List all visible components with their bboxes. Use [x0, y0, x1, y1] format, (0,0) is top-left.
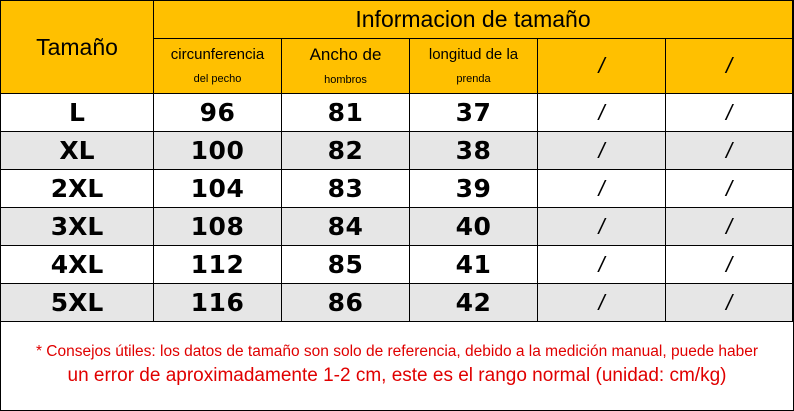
table-row-chest: 116	[154, 284, 282, 322]
table-row-shoulder: 82	[282, 132, 410, 170]
table-row-col4: /	[538, 132, 666, 170]
table-row-chest: 100	[154, 132, 282, 170]
table-row-col4: /	[538, 170, 666, 208]
table-row-chest: 112	[154, 246, 282, 284]
table-row-size: 2XL	[1, 170, 154, 208]
table-row-col5: /	[666, 94, 793, 132]
measurement-note: * Consejos útiles: los datos de tamaño s…	[1, 321, 793, 409]
table-row-col4: /	[538, 94, 666, 132]
header-chest-line1: circunferencia	[170, 46, 265, 63]
header-length-line2: prenda	[456, 73, 491, 85]
table-row-chest: 108	[154, 208, 282, 246]
header-chest-line2: del pecho	[193, 73, 242, 85]
table-row-length: 37	[410, 94, 538, 132]
header-col4: /	[538, 39, 666, 94]
table-row-length: 42	[410, 284, 538, 322]
table-row-shoulder: 83	[282, 170, 410, 208]
table-row-length: 41	[410, 246, 538, 284]
table-row-size: XL	[1, 132, 154, 170]
table-row-col5: /	[666, 170, 793, 208]
table-row-size: 3XL	[1, 208, 154, 246]
table-row-size: L	[1, 94, 154, 132]
table-row-length: 39	[410, 170, 538, 208]
header-col5: /	[666, 39, 793, 94]
header-chest: circunferencia del pecho	[154, 39, 282, 94]
table-row-size: 5XL	[1, 284, 154, 322]
table-row-col4: /	[538, 284, 666, 322]
table-row-col5: /	[666, 284, 793, 322]
table-row-col5: /	[666, 246, 793, 284]
header-length: longitud de la prenda	[410, 39, 538, 94]
header-length-line1: longitud de la	[428, 46, 519, 63]
header-shoulder-line1: Ancho de	[309, 45, 382, 64]
header-shoulder-line2: hombros	[324, 74, 367, 86]
size-column-header: Tamaño	[1, 1, 154, 94]
table-title: Informacion de tamaño	[154, 1, 793, 39]
table-row-shoulder: 86	[282, 284, 410, 322]
table-row-length: 40	[410, 208, 538, 246]
table-row-shoulder: 84	[282, 208, 410, 246]
table-row-shoulder: 85	[282, 246, 410, 284]
table-row-col4: /	[538, 246, 666, 284]
note-line-1: * Consejos útiles: los datos de tamaño s…	[35, 343, 759, 360]
table-row-chest: 96	[154, 94, 282, 132]
table-row-col5: /	[666, 208, 793, 246]
table-row-length: 38	[410, 132, 538, 170]
table-row-shoulder: 81	[282, 94, 410, 132]
note-line-2: un error de aproximadamente 1-2 cm, este…	[67, 365, 727, 386]
table-row-chest: 104	[154, 170, 282, 208]
table-row-col4: /	[538, 208, 666, 246]
table-row-size: 4XL	[1, 246, 154, 284]
table-row-col5: /	[666, 132, 793, 170]
header-shoulder: Ancho de hombros	[282, 39, 410, 94]
